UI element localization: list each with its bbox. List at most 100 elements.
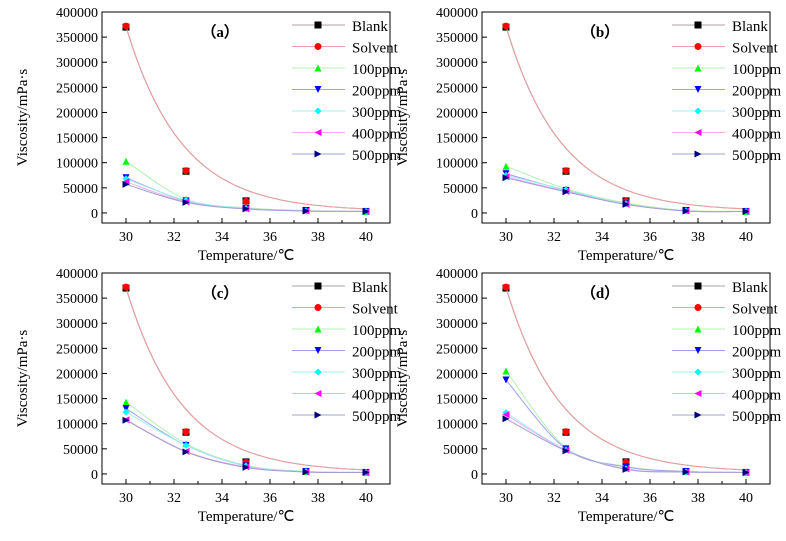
- legend-marker: [314, 411, 322, 419]
- panel-label: （b）: [581, 23, 619, 41]
- series-Blank: [502, 284, 750, 476]
- legend-label: 100ppm: [732, 323, 782, 339]
- y-tick-label: 50000: [443, 182, 478, 197]
- data-point: [122, 180, 130, 188]
- legend-label: 300ppm: [732, 105, 782, 121]
- legend-entry: 200ppm: [672, 84, 782, 100]
- x-tick-label: 38: [691, 491, 705, 506]
- y-axis-label: Viscosity/mPa·s: [395, 330, 411, 428]
- y-tick-label: 300000: [436, 317, 478, 332]
- legend-entry: 200ppm: [292, 84, 402, 100]
- legend-label: 400ppm: [352, 388, 402, 404]
- plot-frame: [101, 11, 391, 224]
- y-tick-label: 200000: [56, 367, 98, 382]
- plot-frame: [481, 11, 771, 224]
- legend-entry: 400ppm: [672, 388, 782, 404]
- legend-entry: 500ppm: [672, 409, 782, 425]
- data-point: [242, 205, 250, 213]
- x-tick-label: 40: [739, 230, 753, 245]
- legend-marker: [694, 129, 702, 136]
- y-axis-label: Viscosity/mPa·s: [15, 69, 31, 167]
- y-tick-label: 0: [471, 207, 478, 222]
- data-point: [122, 398, 130, 406]
- data-point: [122, 416, 130, 424]
- series-500ppm: [122, 416, 370, 476]
- y-tick-label: 400000: [436, 267, 478, 282]
- x-axis-label: Temperature/℃: [198, 509, 295, 525]
- y-tick-label: 350000: [436, 292, 478, 307]
- x-tick-label: 32: [167, 230, 181, 245]
- legend-label: Solvent: [352, 41, 399, 57]
- legend-entry: 300ppm: [672, 366, 782, 382]
- legend-marker: [694, 282, 702, 290]
- legend-label: Blank: [352, 19, 388, 35]
- y-tick-label: 200000: [56, 106, 98, 121]
- x-axis-label: Temperature/℃: [198, 248, 295, 264]
- legend-label: 300ppm: [732, 366, 782, 382]
- legend-entry: 100ppm: [292, 62, 402, 78]
- x-tick-label: 30: [499, 491, 513, 506]
- y-tick-label: 50000: [443, 443, 478, 458]
- legend-entry: Solvent: [672, 302, 779, 318]
- legend-label: 500ppm: [352, 148, 402, 164]
- legend-marker: [694, 411, 702, 419]
- y-tick-label: 100000: [56, 418, 98, 433]
- data-point: [122, 22, 130, 30]
- x-tick-label: 30: [499, 230, 513, 245]
- x-tick-label: 30: [119, 491, 133, 506]
- legend-entry: Blank: [292, 19, 388, 35]
- x-tick-label: 32: [167, 491, 181, 506]
- data-point: [182, 167, 190, 175]
- fit-line: [125, 286, 367, 471]
- data-point: [742, 207, 750, 215]
- x-tick-label: 36: [643, 491, 657, 506]
- data-point: [182, 198, 190, 206]
- data-point: [622, 200, 630, 208]
- x-tick-label: 34: [595, 491, 609, 506]
- legend-entry: 500ppm: [292, 409, 402, 425]
- legend-marker: [314, 86, 322, 93]
- data-point: [682, 207, 690, 215]
- data-point: [622, 465, 630, 473]
- panel-1: 30 32 34 36 38 40 0 50000 100000 150000 200000 2500…: [15, 6, 402, 264]
- panel-label: （c）: [202, 284, 239, 302]
- legend-entry: 100ppm: [672, 62, 782, 78]
- legend-entry: 100ppm: [672, 323, 782, 339]
- legend-entry: 400ppm: [672, 127, 782, 143]
- data-point: [562, 428, 570, 436]
- data-point: [122, 157, 130, 165]
- legend-label: 500ppm: [732, 409, 782, 425]
- data-point: [562, 188, 570, 196]
- series-Solvent: [122, 22, 370, 215]
- panel-label: （a）: [201, 23, 239, 41]
- legend-entry: Blank: [672, 19, 768, 35]
- legend-label: 200ppm: [352, 345, 402, 361]
- y-tick-label: 300000: [56, 56, 98, 71]
- legend-marker: [694, 64, 702, 72]
- legend-marker: [314, 282, 322, 290]
- y-tick-label: 150000: [56, 393, 98, 408]
- legend-entry: 200ppm: [292, 345, 402, 361]
- fit-line: [505, 370, 747, 473]
- legend-label: 500ppm: [352, 409, 402, 425]
- plot-frame: [481, 272, 771, 485]
- legend-label: Solvent: [732, 41, 779, 57]
- panel-4: 30 32 34 36 38 40 0 50000 100000 150000 200000 2500…: [395, 267, 782, 525]
- y-tick-label: 400000: [436, 6, 478, 21]
- legend-entry: 200ppm: [672, 345, 782, 361]
- y-tick-label: 400000: [56, 6, 98, 21]
- y-tick-label: 350000: [56, 31, 98, 46]
- data-point: [742, 468, 750, 476]
- series-300ppm: [502, 409, 750, 476]
- legend-marker: [314, 107, 322, 115]
- legend-label: 400ppm: [352, 127, 402, 143]
- legend-entry: 100ppm: [292, 323, 402, 339]
- series-500ppm: [122, 180, 370, 215]
- legend-marker: [314, 64, 322, 72]
- y-tick-label: 250000: [56, 342, 98, 357]
- y-tick-label: 200000: [436, 106, 478, 121]
- x-tick-label: 40: [359, 491, 373, 506]
- x-tick-label: 38: [311, 491, 325, 506]
- legend-entry: Solvent: [672, 41, 779, 57]
- legend-marker: [314, 325, 322, 333]
